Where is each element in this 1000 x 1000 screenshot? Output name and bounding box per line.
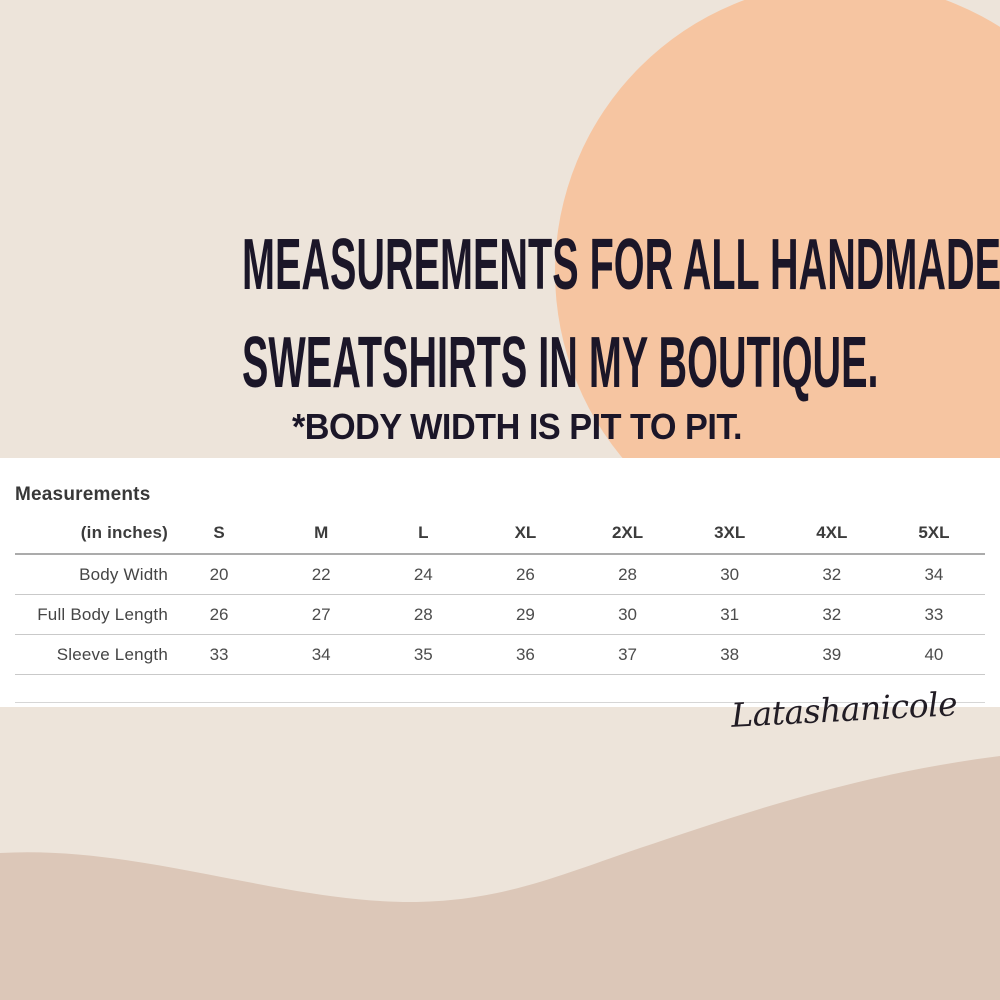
table-bottom-rule: [15, 675, 985, 703]
size-column-header: 2XL: [611, 523, 644, 542]
measurement-row: Full Body Length 26 27 28 29 30 31 32 33: [15, 595, 985, 635]
measurement-value: 26: [515, 564, 535, 584]
measurement-value: 27: [311, 604, 331, 624]
headline-block: MEASUREMENTS FOR ALL HANDMADE SWEATSHIRT…: [0, 229, 1000, 445]
size-column-header: 3XL: [714, 523, 746, 542]
measurement-value: 32: [822, 604, 842, 624]
size-column-header: 4XL: [816, 523, 848, 542]
size-column-header: 5XL: [918, 523, 950, 542]
measurement-row-label: Full Body Length: [37, 604, 168, 624]
measurement-value: 22: [311, 564, 331, 584]
measurement-row: Sleeve Length 33 34 35 36 37 38 39 40: [15, 635, 985, 675]
measurement-value: 28: [618, 564, 638, 584]
headline-line-2: SWEATSHIRTS IN MY BOUTIQUE.: [242, 323, 879, 403]
measurement-value: 39: [822, 644, 842, 664]
measurement-value: 28: [413, 604, 433, 624]
measurement-value: 33: [924, 604, 944, 624]
size-chart-panel: Measurements (in inches) S M L XL 2XL 3XL 4XL 5…: [0, 458, 1000, 707]
headline-note: *BODY WIDTH IS PIT TO PIT.: [291, 406, 743, 447]
measurement-value: 24: [413, 564, 433, 584]
size-column-header: S: [213, 523, 225, 542]
size-chart-header-row: (in inches) S M L XL 2XL 3XL 4XL 5XL: [15, 513, 985, 555]
measurement-value: 32: [822, 564, 842, 584]
measurement-value: 37: [618, 644, 638, 664]
measurement-value: 33: [209, 644, 229, 664]
size-column-header: XL: [514, 523, 537, 542]
headline-line-1: MEASUREMENTS FOR ALL HANDMADE: [242, 225, 1000, 305]
wave-path: [0, 756, 1000, 1000]
measurement-row-label: Body Width: [79, 564, 168, 584]
measurement-row-label: Sleeve Length: [56, 644, 168, 664]
measurement-value: 34: [924, 564, 944, 584]
bottom-wave-decoration: [0, 756, 1000, 1000]
measurement-value: 26: [209, 604, 229, 624]
measurement-value: 34: [311, 644, 331, 664]
measurement-value: 20: [209, 564, 229, 584]
size-chart-heading: Measurements: [15, 484, 151, 505]
measurement-value: 40: [924, 644, 944, 664]
measurement-value: 29: [515, 604, 535, 624]
unit-label: (in inches): [80, 523, 168, 542]
measurement-value: 35: [413, 644, 433, 664]
size-column-header: L: [418, 523, 429, 542]
measurement-row: Body Width 20 22 24 26 28 30 32 34: [15, 555, 985, 595]
measurement-value: 30: [720, 564, 740, 584]
measurement-value: 31: [720, 604, 740, 624]
size-column-header: M: [314, 523, 329, 542]
measurement-value: 36: [515, 644, 535, 664]
measurement-value: 38: [720, 644, 740, 664]
size-chart-table: (in inches) S M L XL 2XL 3XL 4XL 5XL Body Width…: [15, 513, 985, 703]
measurement-value: 30: [618, 604, 638, 624]
